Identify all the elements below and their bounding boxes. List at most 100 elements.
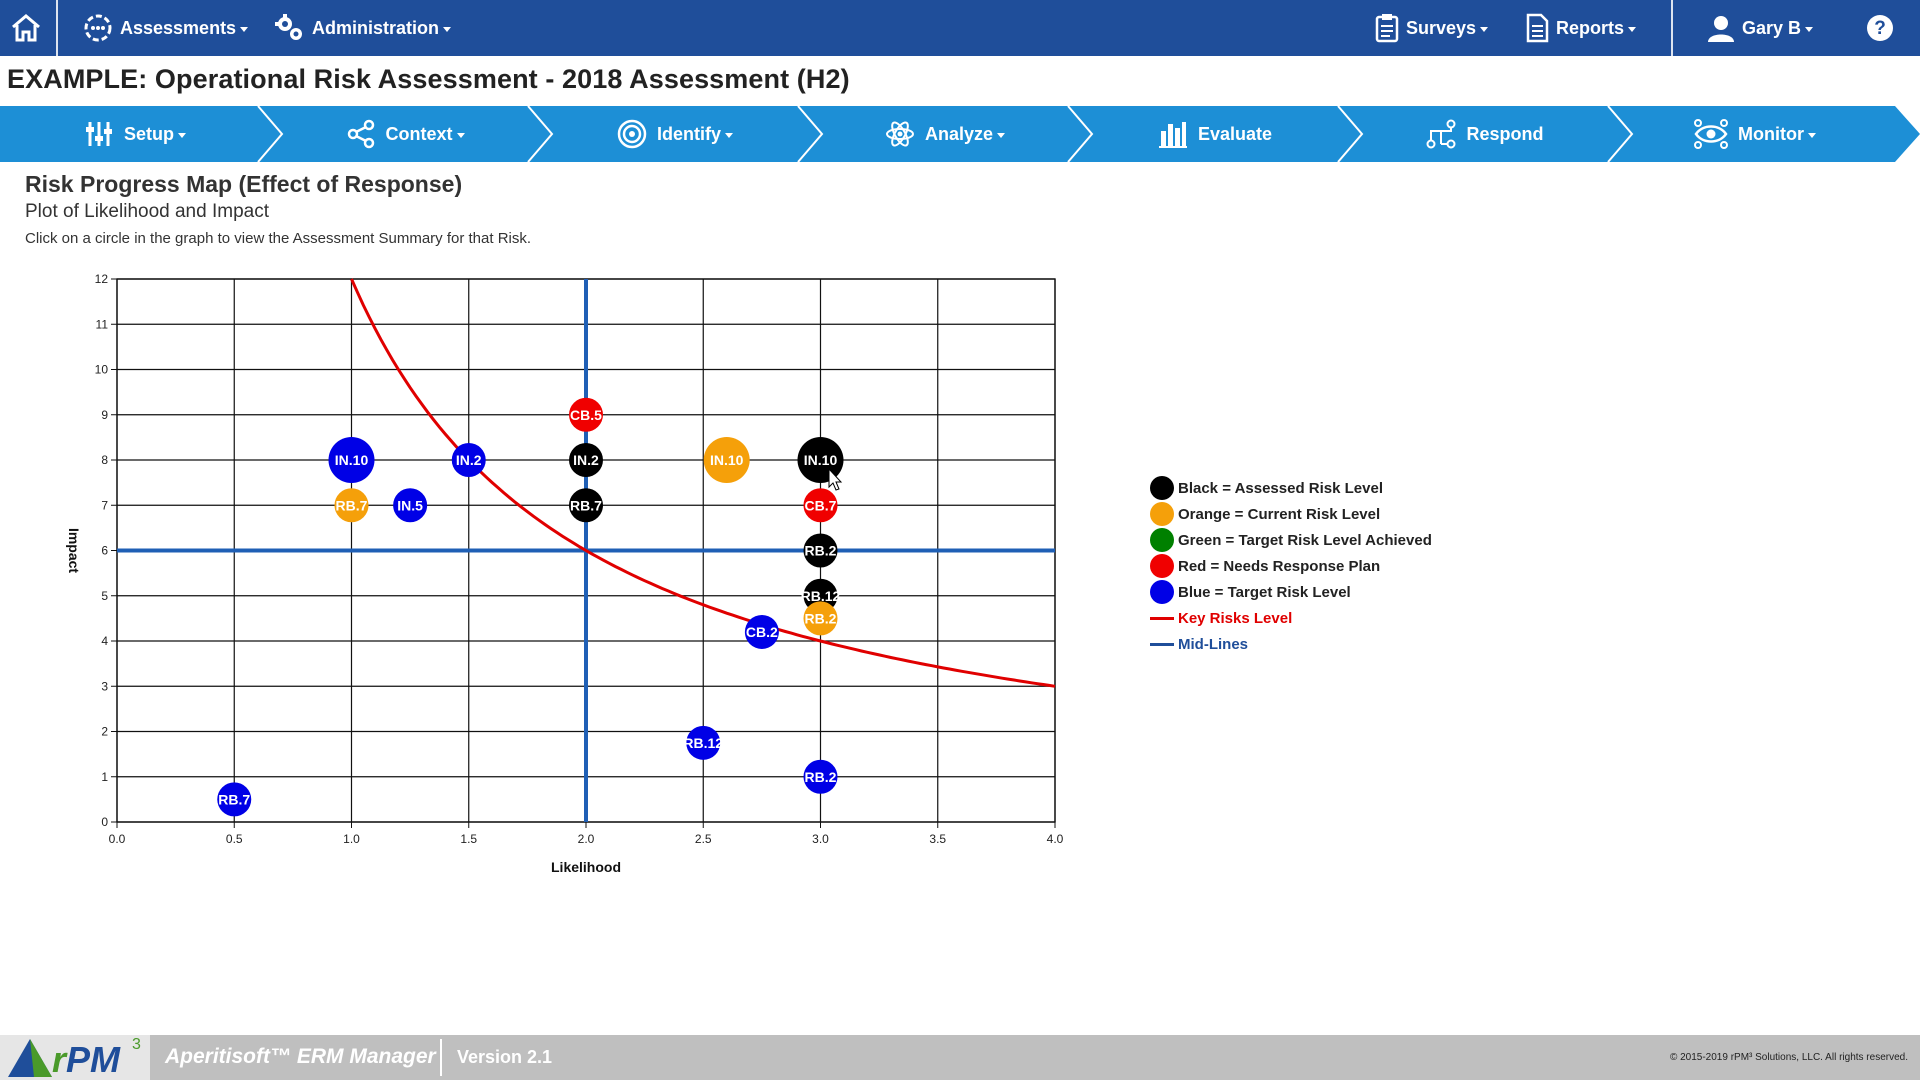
risk-point-label: IN.2	[573, 452, 599, 468]
chart-legend: Black = Assessed Risk Level Orange = Curr…	[1150, 475, 1432, 657]
risk-point-circle[interactable]	[569, 488, 603, 523]
risk-point-circle[interactable]	[328, 437, 375, 483]
risk-point-circle[interactable]	[803, 759, 838, 794]
step-evaluate[interactable]: Evaluate	[1080, 106, 1350, 162]
risk-point[interactable]: CB.2	[744, 614, 779, 649]
legend-item: Mid-Lines	[1150, 631, 1432, 657]
home-button[interactable]	[10, 0, 48, 56]
risk-point-circle[interactable]	[744, 614, 779, 649]
x-tick-label: 4.0	[1047, 832, 1064, 846]
risk-point-circle[interactable]	[334, 488, 369, 523]
step-monitor[interactable]: Monitor	[1620, 106, 1890, 162]
risk-point[interactable]: RB.2	[803, 533, 838, 568]
risk-point-circle[interactable]	[803, 488, 838, 523]
step-separator	[1607, 106, 1634, 162]
surveys-menu[interactable]: Surveys	[1374, 0, 1489, 56]
help-icon: ?	[1866, 14, 1894, 42]
risk-point-circle[interactable]	[569, 397, 603, 432]
y-tick-label: 0	[101, 815, 108, 829]
risk-point[interactable]: RB.7	[217, 782, 252, 817]
risk-point-label: CB.2	[746, 624, 778, 640]
assessments-menu[interactable]: Assessments	[82, 0, 249, 56]
chevron-down-icon	[1805, 27, 1814, 32]
risk-point-label: RB.7	[218, 791, 250, 807]
step-respond[interactable]: Respond	[1350, 106, 1620, 162]
risk-point[interactable]: IN.5	[393, 488, 428, 523]
legend-label: Black = Assessed Risk Level	[1178, 479, 1383, 497]
risk-point-label: IN.2	[456, 452, 482, 468]
risk-point-circle[interactable]	[803, 601, 838, 636]
risk-point[interactable]: CB.7	[803, 488, 838, 523]
y-tick-label: 3	[101, 679, 108, 693]
step-label: Context	[385, 123, 453, 144]
legend-label: Mid-Lines	[1178, 635, 1248, 653]
y-tick-label: 6	[101, 544, 108, 558]
risk-point[interactable]: RB.7	[569, 488, 603, 523]
risk-point-label: IN.10	[335, 452, 369, 468]
y-axis-title: Impact	[66, 528, 82, 573]
step-label: Evaluate	[1197, 123, 1273, 144]
x-tick-label: 2.5	[695, 832, 712, 846]
risk-point-circle[interactable]	[569, 443, 603, 477]
risk-point-label: CB.5	[570, 407, 602, 423]
chevron-down-icon	[456, 133, 465, 138]
risk-point[interactable]: IN.10	[703, 437, 750, 483]
risk-point-circle[interactable]	[686, 725, 721, 760]
risk-point[interactable]: CB.5	[569, 397, 603, 432]
y-tick-label: 5	[101, 589, 108, 603]
legend-item: Red = Needs Response Plan	[1150, 553, 1432, 579]
risk-point[interactable]: IN.10	[328, 437, 375, 483]
chevron-down-icon	[240, 27, 249, 32]
nav-divider	[56, 0, 58, 56]
legend-item: Blue = Target Risk Level	[1150, 579, 1432, 605]
risk-point-circle[interactable]	[803, 533, 838, 568]
risk-point-circle[interactable]	[703, 437, 750, 483]
risk-point[interactable]: RB.7	[334, 488, 369, 523]
legend-item: Key Risks Level	[1150, 605, 1432, 631]
legend-label: Orange = Current Risk Level	[1178, 505, 1381, 523]
chevron-down-icon	[1480, 27, 1489, 32]
x-tick-label: 2.0	[578, 832, 595, 846]
home-icon	[10, 13, 42, 43]
step-context[interactable]: Context	[270, 106, 540, 162]
y-tick-label: 9	[101, 408, 108, 422]
risk-point[interactable]: RB.2	[803, 601, 838, 636]
help-button[interactable]: ?	[1866, 0, 1900, 56]
risk-point[interactable]: IN.2	[451, 443, 486, 477]
administration-menu[interactable]: Administration	[274, 0, 452, 56]
risk-point-label: IN.10	[804, 452, 838, 468]
legend-item: Green = Target Risk Level Achieved	[1150, 527, 1432, 553]
legend-dot	[1150, 502, 1174, 526]
risk-point-label: RB.7	[336, 497, 368, 513]
risk-point-circle[interactable]	[797, 437, 844, 483]
risk-point-label: CB.7	[805, 497, 837, 513]
flow-icon	[1426, 119, 1456, 149]
version-label: Version 2.1	[457, 1047, 553, 1067]
x-tick-label: 1.0	[343, 832, 360, 846]
product-name: Aperitisoft™ ERM Manager	[165, 1045, 436, 1068]
document-icon	[1524, 13, 1550, 43]
legend-label: Red = Needs Response Plan	[1178, 557, 1381, 575]
risk-point[interactable]: RB.12	[683, 725, 723, 760]
risk-point-label: RB.7	[570, 497, 602, 513]
y-tick-label: 2	[101, 725, 108, 739]
step-analyze[interactable]: Analyze	[810, 106, 1080, 162]
user-menu[interactable]: Gary B	[1706, 0, 1814, 56]
risk-point-circle[interactable]	[451, 443, 486, 477]
step-label: Monitor	[1738, 123, 1804, 144]
y-tick-label: 11	[96, 317, 109, 331]
step-identify[interactable]: Identify	[540, 106, 810, 162]
process-step-bar: Setup Context Identify Analyze Evaluate …	[0, 106, 1920, 162]
legend-label: Green = Target Risk Level Achieved	[1178, 531, 1432, 549]
reports-menu[interactable]: Reports	[1524, 0, 1637, 56]
atom-icon	[885, 119, 915, 149]
risk-point[interactable]: IN.2	[569, 443, 603, 477]
step-setup[interactable]: Setup	[0, 106, 270, 162]
assessments-icon	[82, 13, 114, 43]
risk-point[interactable]: IN.10	[797, 437, 844, 483]
risk-point-circle[interactable]	[217, 782, 252, 817]
risk-point[interactable]: RB.2	[803, 759, 838, 794]
risk-point-circle[interactable]	[393, 488, 428, 523]
logo-triangle-icon	[8, 1039, 52, 1077]
chevron-down-icon	[1628, 27, 1637, 32]
